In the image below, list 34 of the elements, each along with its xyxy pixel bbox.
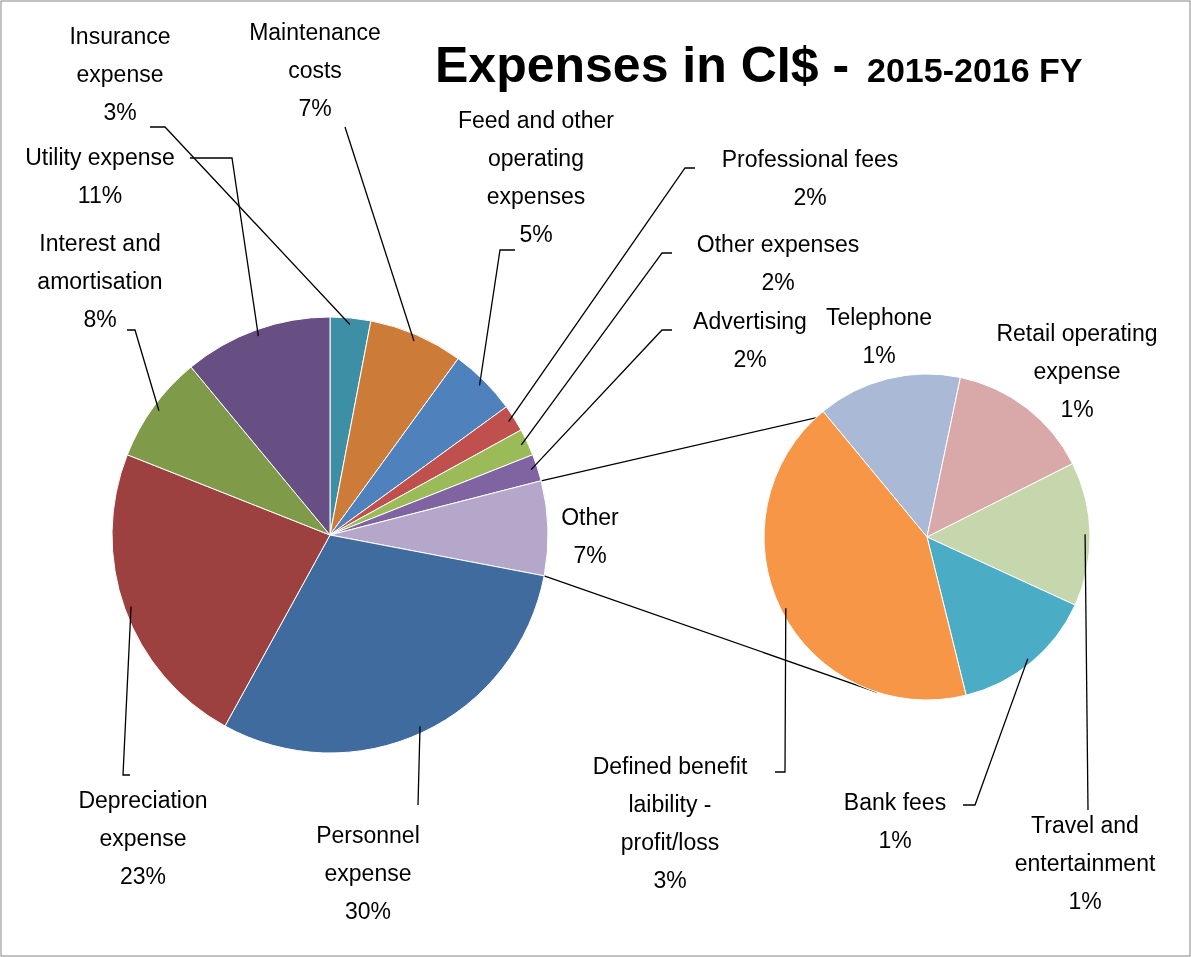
data-label: 8% <box>83 305 117 332</box>
data-label: 3% <box>653 866 687 893</box>
slice-label: Personnel expense <box>316 822 420 886</box>
slice-label: Advertising <box>693 308 807 334</box>
data-label: 11% <box>77 181 123 208</box>
text: 2015-2016 FY <box>867 51 1083 89</box>
slice-label: Depreciation expense <box>78 787 208 851</box>
slice-label: Defined benefit laibility - profit/loss <box>592 753 748 855</box>
slice-label: Utility expense <box>25 144 175 170</box>
data-label: 2% <box>733 345 767 372</box>
data-label: 5% <box>519 220 553 247</box>
data-label: 1% <box>1068 887 1102 914</box>
slice-label: Interest and amortisation <box>37 230 163 294</box>
data-label: 2% <box>761 268 795 295</box>
slice-label: Insurance expense <box>69 23 171 87</box>
slice-label: Other <box>561 504 620 530</box>
data-label: 1% <box>862 341 896 368</box>
slice-label: Professional fees <box>721 146 899 172</box>
slice-label: Feed and other operating expenses <box>457 107 615 209</box>
chart-title: Expenses in CI$ - <box>435 37 850 93</box>
slice-label: Other expenses <box>696 231 860 257</box>
data-label: 1% <box>1060 395 1094 422</box>
slice-label: Travel and entertainment <box>1014 812 1156 876</box>
data-label: 7% <box>298 94 332 121</box>
slice-label: Maintenance costs <box>249 19 381 83</box>
slice-label: Retail operating expense <box>996 320 1158 384</box>
data-label: 23% <box>119 862 167 889</box>
data-label: 7% <box>573 541 607 568</box>
data-label: 2% <box>793 183 827 210</box>
data-label: 30% <box>344 897 392 924</box>
slice-label: Bank fees <box>843 789 947 815</box>
data-label: 3% <box>103 98 137 125</box>
data-label: 1% <box>878 826 912 853</box>
slice-label: Telephone <box>825 304 933 330</box>
